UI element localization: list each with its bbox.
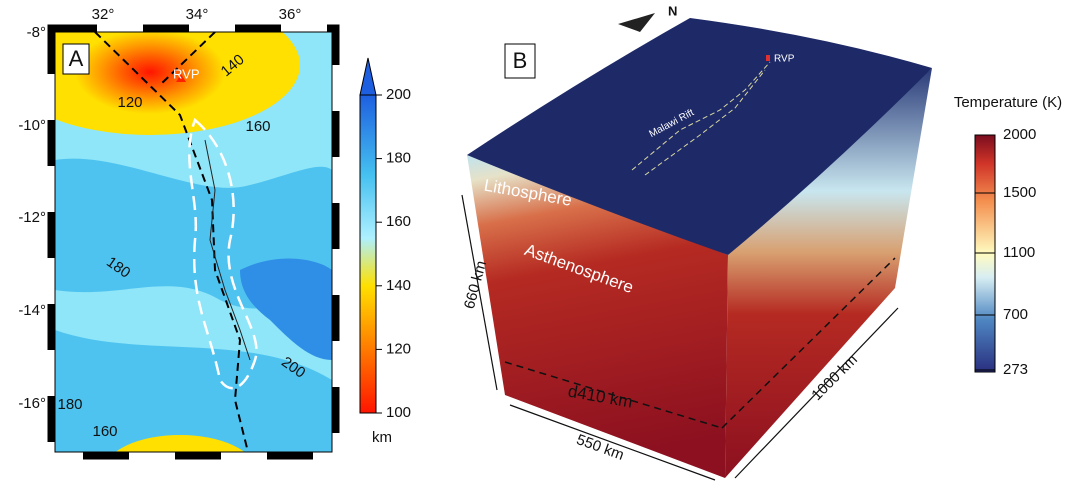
lon-label: 32° [92, 6, 115, 23]
north-arrow [618, 13, 655, 32]
panel-label-box [504, 43, 536, 79]
colorbar-tick-label: 180 [386, 150, 411, 167]
block-top [467, 18, 932, 255]
colorbar-tick-label: 2000 [1003, 126, 1036, 143]
lat-label: -8° [27, 24, 46, 41]
lon-label: 36° [279, 6, 302, 23]
colorbar-tick-label: 100 [386, 404, 411, 421]
colorbar-tick-label: 140 [386, 277, 411, 294]
colorbar-tick-label: 273 [1003, 361, 1028, 378]
map [55, 32, 332, 452]
contour-label: 180 [57, 396, 82, 413]
lat-label: -16° [18, 395, 46, 412]
colorbar-title: Temperature (K) [954, 94, 1062, 111]
site-marker [176, 74, 186, 82]
colorbar [359, 94, 377, 414]
colorbar-tick-label: 120 [386, 340, 411, 357]
lat-label: -12° [18, 209, 46, 226]
panel-label: A [69, 46, 84, 71]
dimension-label: 660 km [461, 259, 490, 311]
contour-label: 160 [92, 423, 117, 440]
colorbar-tick-label: 1500 [1003, 184, 1036, 201]
lon-label: 34° [186, 6, 209, 23]
north-label: N [668, 3, 677, 18]
site-label: RVP [173, 66, 200, 81]
lat-label: -10° [18, 117, 46, 134]
block-front [467, 155, 728, 478]
lat-label: -14° [18, 302, 46, 319]
block-side [725, 68, 932, 478]
colorbar-tick-label: 1100 [1003, 244, 1035, 261]
contour-label: 120 [117, 94, 142, 111]
site-label: RVP [774, 54, 795, 65]
panel-label-box [62, 43, 90, 75]
colorbar-tick-label: 700 [1003, 306, 1028, 323]
colorbar-cap [359, 57, 377, 96]
colorbar-tick-label: 200 [386, 86, 411, 103]
colorbar-tick-label: 160 [386, 213, 411, 230]
panel-label: B [513, 48, 528, 73]
contour-label: 160 [245, 118, 270, 135]
colorbar-unit: km [372, 429, 392, 446]
